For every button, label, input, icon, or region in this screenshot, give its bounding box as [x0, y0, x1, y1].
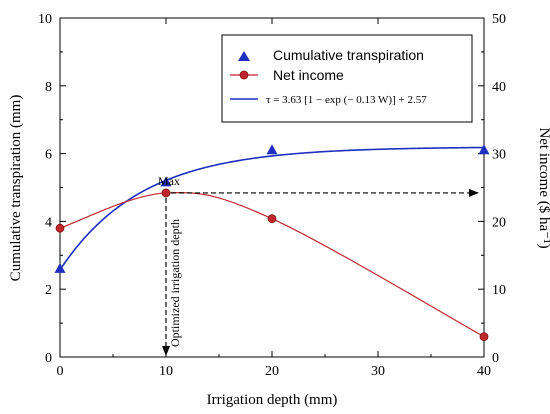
fit-curve-layer	[59, 146, 485, 271]
y-right-tick-label: 50	[492, 12, 506, 27]
x-tick-label: 40	[477, 364, 491, 379]
y-left-axis-title: Cumulative transpiration (mm)	[8, 95, 24, 282]
legend: Cumulative transpiration Net income τ = …	[221, 34, 473, 123]
transpiration-layer	[54, 144, 490, 273]
fit-curve	[59, 146, 485, 271]
x-tick-label: 0	[57, 364, 64, 379]
y-left-tick-label: 2	[45, 283, 52, 298]
legend-box	[221, 34, 473, 123]
net-income-point	[55, 223, 65, 233]
x-tick-label: 10	[159, 364, 173, 379]
net-income-point	[267, 214, 277, 224]
y-right-tick-label: 0	[492, 351, 499, 366]
y-left-tick-label: 6	[45, 148, 52, 163]
annotation-layer: Max Optimized irrigation depth	[158, 174, 479, 356]
max-label: Max	[158, 174, 180, 188]
y-right-tick-label: 30	[492, 148, 506, 163]
net-income-point	[161, 188, 171, 198]
y-left-tick-label: 10	[38, 12, 52, 27]
y-left-tick-label: 8	[45, 80, 52, 95]
legend-label-fit: τ = 3.63 [1 − exp (− 0.13 W)] + 2.57	[266, 94, 427, 106]
y-right-tick-label: 10	[492, 283, 506, 298]
x-axis-ticks: 0 10 20 30 40	[57, 18, 491, 379]
x-axis-title: Irrigation depth (mm)	[207, 392, 338, 408]
net-income-point	[479, 332, 489, 342]
net-income-line	[59, 192, 485, 338]
legend-label-income: Net income	[273, 67, 344, 83]
y-left-tick-label: 0	[45, 351, 52, 366]
x-tick-label: 30	[371, 364, 385, 379]
transpiration-point	[266, 144, 278, 155]
y-right-axis-ticks: 0 10 20 30 40 50	[478, 12, 506, 366]
legend-triangle-icon	[238, 51, 250, 61]
transpiration-point	[54, 262, 66, 273]
transpiration-point	[478, 144, 490, 155]
transpiration-point	[160, 176, 172, 187]
y-left-axis-ticks: 0 2 4 6 8 10	[38, 12, 66, 366]
y-right-tick-label: 20	[492, 215, 506, 230]
y-right-axis-title: Net income ($ ha⁻¹)	[536, 127, 550, 248]
legend-circle-icon	[239, 70, 249, 80]
optimized-depth-label: Optimized irrigation depth	[168, 219, 182, 347]
x-tick-label: 20	[265, 364, 279, 379]
net-income-layer	[55, 188, 489, 342]
y-right-tick-label: 40	[492, 80, 506, 95]
legend-label-transpiration: Cumulative transpiration	[273, 47, 424, 63]
y-left-tick-label: 4	[45, 215, 52, 230]
